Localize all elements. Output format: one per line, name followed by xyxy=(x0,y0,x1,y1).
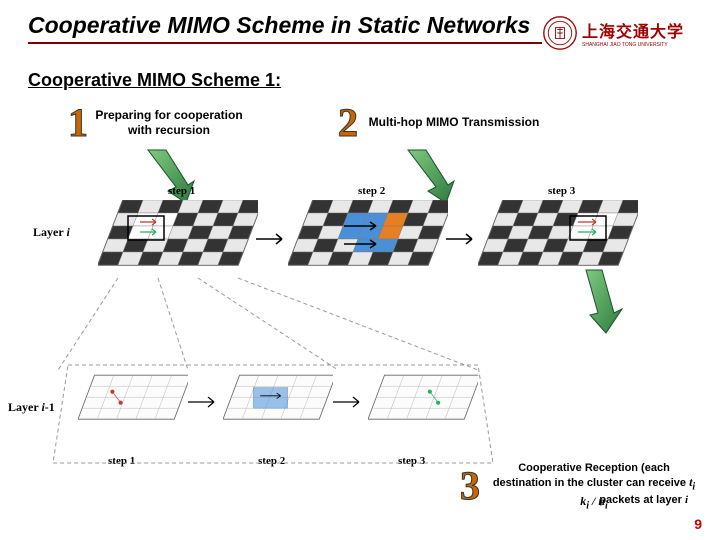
page-number: 9 xyxy=(694,516,702,532)
callout-2: 2 Multi-hop MIMO Transmission xyxy=(338,99,544,146)
arrow-callout-2 xyxy=(398,145,458,205)
slide-title: Cooperative MIMO Scheme in Static Networ… xyxy=(28,12,542,44)
logo-seal-icon xyxy=(542,15,578,51)
logo-subtext: SHANGHAI JIAO TONG UNIVERSITY xyxy=(582,42,684,48)
grid-layer-i-step2 xyxy=(288,200,448,278)
caption-2: Multi-hop MIMO Transmission xyxy=(364,115,544,129)
grid-layer-im1-step3 xyxy=(368,373,478,431)
bignum-1: 1 xyxy=(68,99,88,146)
caption-1: Preparing for cooperation with recursion xyxy=(94,108,244,137)
callout-1: 1 Preparing for cooperation with recursi… xyxy=(68,99,244,146)
bottom-line: packets at layer i xyxy=(599,494,688,506)
grid-layer-i-step3 xyxy=(478,200,638,278)
diagram-area: Layer i step 1 step 2 step 3 Layer i-1 s… xyxy=(28,155,688,495)
step3-top: step 3 xyxy=(548,185,575,197)
slide-subtitle: Cooperative MIMO Scheme 1: xyxy=(28,70,692,91)
callouts-row: 1 Preparing for cooperation with recursi… xyxy=(28,99,692,155)
arrow-bot-23 xyxy=(333,395,369,409)
bignum-3: 3 xyxy=(460,462,480,509)
grid-layer-im1-step1 xyxy=(78,373,188,431)
layer-i-label: Layer i xyxy=(33,225,70,240)
arrow-bot-12 xyxy=(188,395,224,409)
slide-root: Cooperative MIMO Scheme in Static Networ… xyxy=(0,0,720,540)
university-logo: 上海交通大学 SHANGHAI JIAO TONG UNIVERSITY xyxy=(542,12,692,54)
caption-3-text: Cooperative Reception (each destination … xyxy=(493,462,686,489)
step2-top: step 2 xyxy=(358,185,385,197)
grid-layer-im1-step2 xyxy=(223,373,333,431)
step1-top: step 1 xyxy=(168,185,195,197)
bignum-2: 2 xyxy=(338,99,358,146)
arrow-top-23 xyxy=(446,231,482,247)
arrow-top-12 xyxy=(256,231,292,247)
logo-text: 上海交通大学 xyxy=(582,18,684,42)
logo-text-wrap: 上海交通大学 SHANGHAI JIAO TONG UNIVERSITY xyxy=(582,18,684,48)
title-row: Cooperative MIMO Scheme in Static Networ… xyxy=(28,12,692,54)
grid-layer-i-step1 xyxy=(98,200,258,278)
